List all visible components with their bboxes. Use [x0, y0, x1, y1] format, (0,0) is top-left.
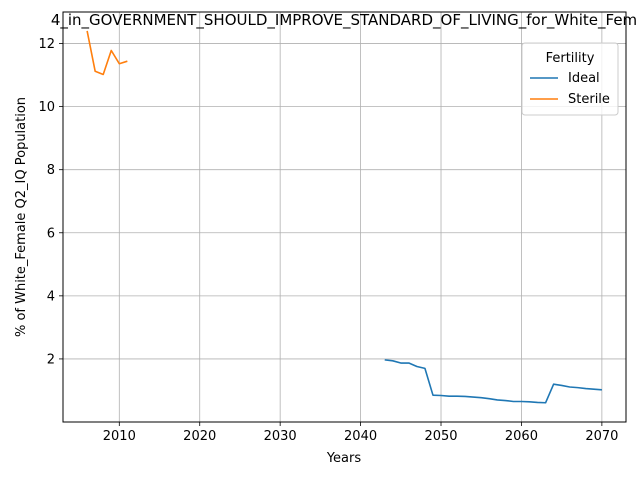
- legend: Fertility Ideal Sterile: [521, 42, 619, 116]
- x-tick-label: 2050: [424, 429, 457, 444]
- x-tick-label: 2070: [585, 429, 618, 444]
- y-tick-label: 6: [47, 226, 55, 241]
- ticks-layer: 2010 2020 2030 2040 2050 2060 2070 2 4 6 8 10 12: [38, 37, 618, 444]
- legend-entry-ideal: Ideal: [568, 71, 600, 86]
- x-tick-label: 2020: [183, 429, 216, 444]
- x-tick-label: 2060: [505, 429, 538, 444]
- x-tick-label: 2030: [264, 429, 297, 444]
- legend-entry-sterile: Sterile: [568, 92, 610, 107]
- y-tick-label: 10: [38, 100, 55, 115]
- series-line-sterile: [86, 30, 128, 76]
- y-tick-label: 8: [47, 163, 55, 178]
- series-layer: [86, 30, 602, 404]
- chart-title: 4_in_GOVERNMENT_SHOULD_IMPROVE_STANDARD_…: [51, 11, 637, 30]
- legend-title: Fertility: [546, 51, 595, 66]
- x-tick-label: 2010: [103, 429, 136, 444]
- y-tick-label: 12: [38, 37, 55, 52]
- series-line-ideal: [384, 359, 602, 404]
- legend-box: [521, 42, 619, 116]
- y-tick-label: 4: [47, 289, 55, 304]
- x-tick-label: 2040: [344, 429, 377, 444]
- x-axis-title: Years: [326, 451, 362, 466]
- plot-frame: [62, 11, 627, 423]
- y-axis-title: % of White_Female Q2_IQ Population: [14, 97, 29, 337]
- y-tick-label: 2: [47, 352, 55, 367]
